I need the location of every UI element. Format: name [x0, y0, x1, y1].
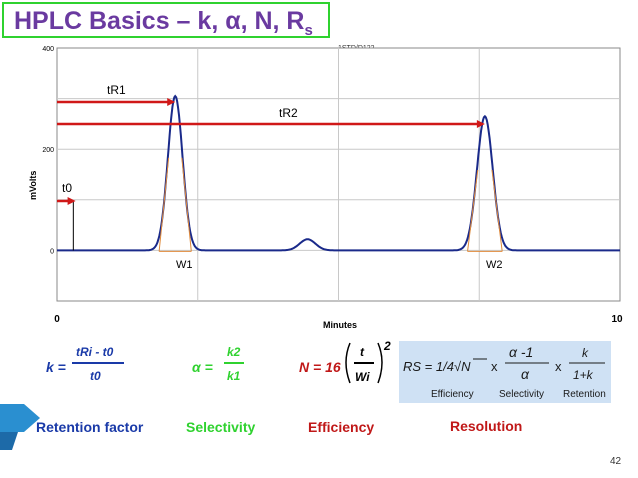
chromatogram-series-line [57, 94, 620, 252]
rs-times-2: x [555, 359, 562, 374]
w1-tangent-left [158, 157, 170, 252]
label-w1: W1 [176, 259, 193, 271]
category-selectivity: Selectivity [186, 419, 256, 435]
title-box: HPLC Basics – k, α, N, Rs [2, 2, 330, 39]
category-retention-factor: Retention factor [36, 419, 144, 435]
plot-grid [57, 48, 620, 301]
y-tick-label-400: 400 [42, 46, 54, 53]
label-tr2: tR2 [279, 106, 298, 120]
rs-label-efficiency: Efficiency [431, 389, 474, 400]
w1-tangent-right [181, 157, 192, 252]
rs-k-numerator: k [582, 346, 589, 360]
w2-tangent-right [491, 169, 503, 252]
slide-title: HPLC Basics – k, α, N, Rs [14, 7, 313, 39]
resolution-formula: RS = 1/4√N x α -1 α x k 1+k Efficiency S… [403, 344, 606, 400]
x-tick-label-10: 10 [611, 314, 623, 325]
x-tick-label-0: 0 [54, 314, 60, 325]
retention-annotations: tR1 tR2 t0 W1 W2 [57, 83, 503, 271]
rs-alpha-numerator: α -1 [509, 344, 533, 360]
rs-label-retention: Retention [563, 389, 606, 400]
page-number: 42 [610, 456, 622, 467]
rs-lhs: RS = 1/4√N [403, 359, 471, 374]
rs-times-1: x [491, 359, 498, 374]
rs-alpha-denominator: α [521, 366, 530, 382]
w2-tangent-left [467, 169, 479, 252]
resolution-formula-box: RS = 1/4√N x α -1 α x k 1+k Efficiency S… [399, 341, 611, 403]
y-tick-label-200: 200 [42, 147, 54, 154]
tr1-arrow-head [167, 98, 176, 106]
category-efficiency: Efficiency [308, 419, 375, 435]
category-resolution: Resolution [450, 418, 523, 434]
label-tr1: tR1 [107, 83, 126, 97]
y-tick-label-0: 0 [50, 248, 54, 255]
tr2-arrow-head [476, 120, 485, 128]
y-axis-label: mVolts [28, 171, 38, 200]
rs-label-selectivity: Selectivity [499, 389, 544, 400]
y-axis-ticks: 400 200 0 [42, 46, 54, 255]
label-t0: t0 [62, 181, 72, 195]
rs-k-denominator: 1+k [573, 368, 594, 382]
label-w2: W2 [486, 259, 503, 271]
t0-arrow-head [67, 197, 76, 205]
x-axis-label: Minutes [323, 320, 357, 330]
